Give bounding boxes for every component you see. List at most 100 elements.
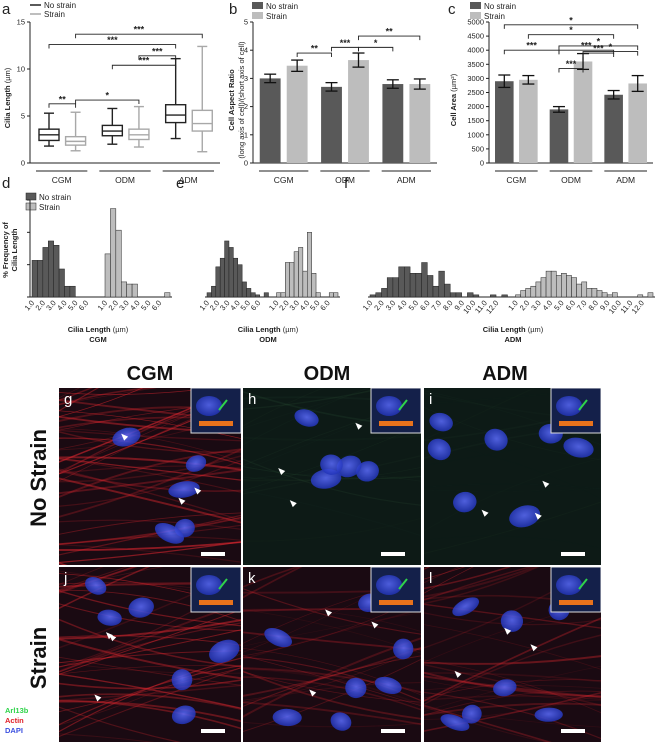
actin-fiber <box>59 567 128 591</box>
nucleus <box>429 412 453 432</box>
actin-fiber <box>59 469 241 492</box>
legend-label-strain: Strain <box>484 12 505 21</box>
actin-fiber <box>59 622 241 673</box>
actin-fiber <box>424 567 512 590</box>
inset-nucleus <box>196 575 222 595</box>
actin-fiber <box>59 638 241 680</box>
y-axis-title-a: Cilia Length (µm) <box>3 67 12 128</box>
panel-label-f: f <box>344 175 349 192</box>
actin-fiber <box>424 694 601 721</box>
actin-fiber <box>59 544 241 563</box>
actin-fiber <box>424 567 540 605</box>
histogram-bin <box>612 292 618 298</box>
actin-fiber <box>243 656 421 702</box>
histogram-bin <box>381 288 388 298</box>
histogram-bin <box>386 277 394 298</box>
histogram-bin <box>415 273 422 298</box>
actin-fiber <box>59 693 241 710</box>
significance-bracket-c <box>503 49 560 55</box>
actin-fiber <box>59 410 241 439</box>
tile-content <box>59 388 241 565</box>
x-axis-title-f-unit: (µm) <box>528 325 544 334</box>
y-tick-label-c: 4000 <box>467 46 484 55</box>
nucleus <box>563 437 594 458</box>
significance-bracket-c <box>527 34 615 39</box>
actin-fiber <box>59 679 241 690</box>
significance-bracket-a <box>75 99 140 105</box>
actin-fiber <box>59 666 241 738</box>
y-tick-label-c: 2500 <box>467 88 484 97</box>
inset-cilium <box>578 399 588 411</box>
actin-fiber <box>59 388 158 405</box>
histogram-bin <box>115 229 122 298</box>
inset-nucleus <box>376 396 402 416</box>
significance-bracket-c <box>582 51 639 56</box>
actin-fiber <box>59 468 241 521</box>
nucleus <box>97 609 122 626</box>
nucleus <box>393 638 414 660</box>
histogram-bin <box>69 285 76 298</box>
actin-fiber <box>424 704 552 742</box>
inset-scale-bar <box>199 600 233 605</box>
histogram-bin <box>501 294 508 298</box>
histogram-bin <box>293 251 299 298</box>
category-label-c: CGM <box>506 175 526 185</box>
histogram-bin <box>525 288 532 298</box>
panel-label-k: k <box>248 570 256 587</box>
actin-fiber <box>59 657 241 733</box>
nucleus <box>509 505 541 528</box>
histogram-bin <box>540 277 547 298</box>
legend-b: No strain Strain <box>252 2 298 21</box>
nucleus <box>154 522 184 544</box>
tile-content <box>424 388 601 565</box>
histogram-bin <box>333 292 339 298</box>
significance-label-b: * <box>374 38 378 48</box>
group-label-d: CGM <box>89 335 107 344</box>
y-tick-label-c: 5000 <box>467 18 484 27</box>
y-tick-label-a: 5 <box>21 112 25 121</box>
histogram-bin <box>298 247 304 298</box>
histogram-bin <box>404 266 411 298</box>
actin-fiber <box>424 617 601 702</box>
x-axis-title-d-main: Cilia Length <box>68 325 111 334</box>
actin-fiber <box>59 469 241 495</box>
nucleus <box>128 597 154 618</box>
bar <box>259 78 281 163</box>
y-tick-label-c: 0 <box>480 159 484 168</box>
category-label-c: ADM <box>616 175 635 185</box>
actin-fiber <box>59 448 241 518</box>
significance-bracket-c <box>558 68 584 73</box>
tile-content <box>243 388 421 565</box>
actin-fiber <box>243 658 421 732</box>
actin-fiber <box>59 609 241 675</box>
legend-swatch-no-strain <box>25 192 37 201</box>
actin-fiber <box>59 618 241 668</box>
bar <box>549 109 569 163</box>
histogram-bin <box>131 283 138 298</box>
actin-fiber <box>424 680 601 702</box>
actin-fiber <box>59 700 241 723</box>
bar <box>286 65 308 163</box>
nucleus <box>272 708 302 727</box>
nucleus <box>493 679 517 697</box>
legend-a: No strain Strain <box>30 1 76 19</box>
panel-label-i: i <box>429 391 432 408</box>
legend-swatch-strain <box>25 202 37 211</box>
legend-swatch-strain <box>470 12 481 19</box>
scale-bar <box>561 552 585 556</box>
legend-c: No strain Strain <box>470 2 516 21</box>
histogram-bin <box>206 292 212 298</box>
cilium-arrowhead <box>105 632 113 640</box>
inset-nucleus <box>556 575 582 595</box>
scale-bar <box>561 729 585 733</box>
histogram-bin <box>241 281 247 298</box>
y-tick-label-b: 0 <box>244 159 248 168</box>
y-axis-title-c: Cell Area (µm²) <box>449 73 458 126</box>
y-tick-label-c: 1000 <box>467 130 484 139</box>
panel-label-h: h <box>248 391 256 408</box>
actin-fiber <box>59 656 241 686</box>
histogram-bin <box>280 292 286 298</box>
actin-fiber <box>59 388 94 402</box>
actin-fiber <box>424 501 601 555</box>
significance-label-c: *** <box>566 59 577 69</box>
